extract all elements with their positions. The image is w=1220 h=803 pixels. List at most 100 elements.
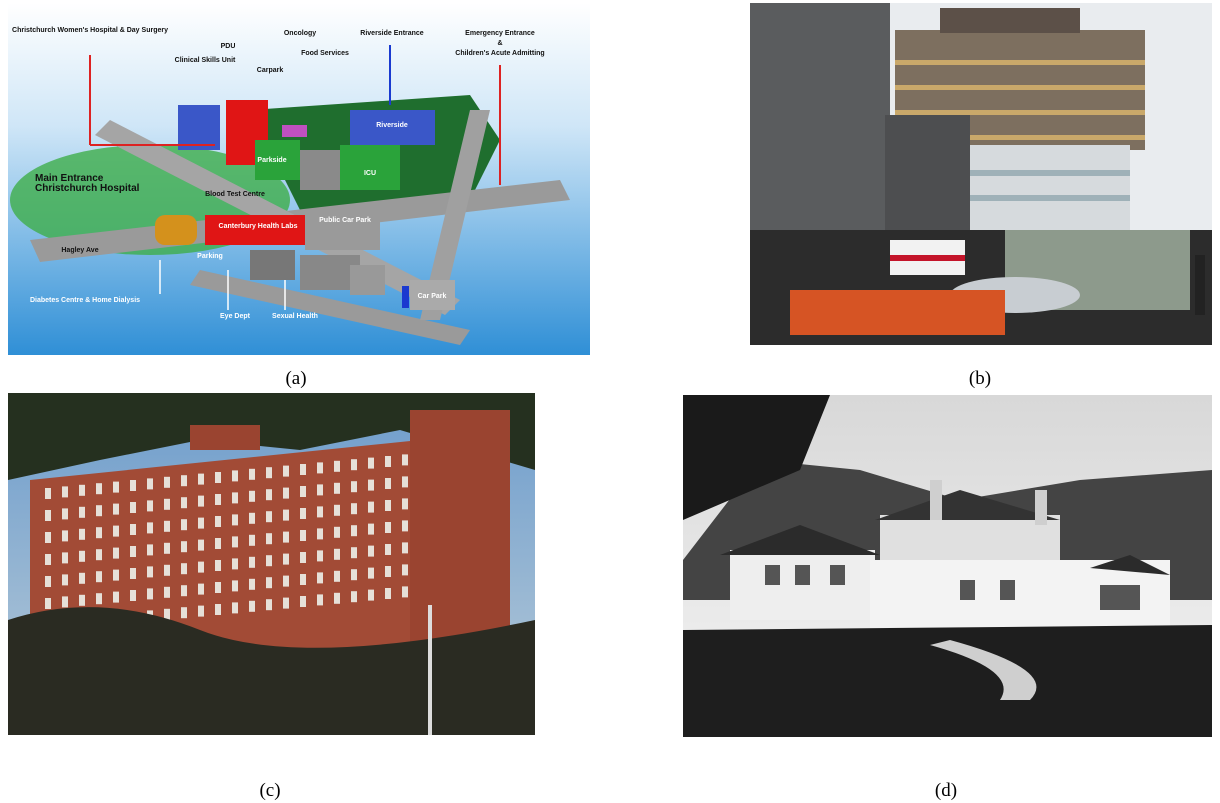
window: [402, 564, 408, 576]
map-labels: Christchurch Women's Hospital & Day Surg…: [12, 27, 545, 320]
window: [62, 508, 68, 520]
map-label: Eye Dept: [220, 313, 251, 320]
map-label: Car Park: [418, 293, 447, 300]
window: [317, 572, 323, 584]
window: [45, 598, 51, 609]
caption: (d): [935, 780, 957, 801]
window: [283, 509, 289, 521]
window: [181, 541, 187, 553]
window: [283, 597, 289, 609]
window: [249, 556, 255, 568]
window: [283, 553, 289, 565]
window: [385, 456, 391, 467]
caption: (a): [285, 368, 306, 389]
window: [351, 547, 357, 559]
window: [334, 460, 340, 472]
window: [198, 495, 204, 507]
window: [198, 605, 204, 617]
window: [266, 467, 272, 479]
window: [96, 571, 102, 583]
photo-b: [750, 3, 1212, 345]
window: [283, 487, 289, 499]
map-label: Parkside: [257, 157, 286, 164]
photo-d: [683, 395, 1212, 737]
window: [181, 497, 187, 509]
window: [368, 589, 374, 601]
map-label: Christchurch Women's Hospital & Day Surg…: [12, 27, 168, 34]
map-label: Children's Acute Admitting: [455, 50, 544, 57]
map-label: Riverside Entrance: [360, 30, 424, 37]
map-label: ICU: [364, 170, 376, 177]
map-label: Blood Test Centre: [205, 191, 265, 198]
window: [249, 600, 255, 612]
window: [164, 542, 170, 554]
window: [113, 591, 119, 603]
window: [283, 465, 289, 477]
window: [215, 560, 221, 571]
window: [113, 547, 119, 559]
window: [402, 520, 408, 532]
window: [385, 478, 391, 489]
window: [164, 586, 170, 598]
window: [266, 599, 272, 611]
window: [215, 538, 221, 549]
window: [130, 524, 136, 535]
map-label: Clinical Skills Unit: [175, 57, 236, 64]
window: [300, 486, 306, 497]
caption: (c): [259, 780, 280, 801]
window: [351, 525, 357, 537]
window: [215, 604, 221, 615]
window: [266, 555, 272, 567]
window: [198, 583, 204, 595]
window: [215, 472, 221, 483]
window: [385, 588, 391, 599]
window: [334, 548, 340, 560]
map-label: Oncology: [284, 30, 316, 37]
window: [402, 498, 408, 510]
window: [334, 570, 340, 582]
window: [164, 476, 170, 488]
window: [232, 492, 238, 504]
window: [79, 506, 85, 518]
caption: (b): [969, 368, 991, 389]
window: [96, 593, 102, 605]
window: [334, 482, 340, 494]
window: [79, 594, 85, 606]
window: [198, 561, 204, 573]
window: [62, 530, 68, 542]
window: [232, 514, 238, 526]
campus-map: Christchurch Women's Hospital & Day Surg…: [8, 3, 590, 355]
window: [334, 592, 340, 604]
window: [147, 500, 153, 512]
map-label: Parking: [197, 253, 223, 260]
window: [334, 526, 340, 538]
window: [232, 536, 238, 548]
map-label: Diabetes Centre & Home Dialysis: [30, 297, 140, 304]
window: [300, 574, 306, 585]
window: [198, 539, 204, 551]
window: [62, 486, 68, 498]
window: [198, 473, 204, 485]
map-label: PDU: [221, 43, 236, 50]
window: [113, 503, 119, 515]
window: [283, 531, 289, 543]
window: [164, 520, 170, 532]
window: [181, 585, 187, 597]
window: [181, 607, 187, 619]
window: [130, 546, 136, 557]
window: [385, 544, 391, 555]
window: [300, 464, 306, 475]
window: [368, 523, 374, 535]
window: [164, 608, 170, 620]
window: [385, 522, 391, 533]
window: [45, 532, 51, 543]
window: [130, 480, 136, 491]
map-label: Sexual Health: [272, 313, 318, 320]
map-label: &: [497, 40, 502, 47]
window: [181, 563, 187, 575]
map-label: Emergency Entrance: [465, 30, 535, 37]
map-label: Christchurch Hospital: [35, 183, 140, 194]
map-label: Carpark: [257, 67, 284, 74]
